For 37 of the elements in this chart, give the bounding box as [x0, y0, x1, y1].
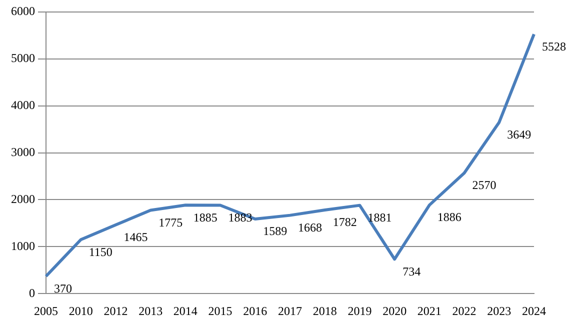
data-label: 1775 [158, 215, 183, 230]
data-label: 1668 [298, 220, 322, 234]
data-label: 5528 [542, 39, 566, 54]
x-tick-label: 2012 [104, 304, 128, 318]
data-label: 1782 [332, 215, 357, 230]
x-tick-label: 2013 [138, 304, 163, 318]
x-tick-label: 2020 [382, 304, 407, 318]
x-tick-label: 2021 [417, 304, 442, 318]
data-label: 1881 [368, 210, 392, 224]
x-tick-label: 2010 [68, 304, 93, 318]
x-tick-label: 2018 [312, 304, 337, 318]
x-tick-label: 2017 [278, 304, 302, 318]
x-tick-label: 2005 [34, 304, 58, 318]
data-label: 1886 [437, 210, 462, 224]
y-tick-label: 4000 [11, 98, 35, 112]
y-tick-label: 3000 [11, 144, 35, 159]
y-tick-label: 1000 [11, 238, 35, 253]
x-tick-label: 2019 [348, 304, 372, 318]
y-tick-label: 5000 [11, 51, 35, 66]
data-label: 1883 [228, 210, 252, 224]
y-tick-label: 2000 [11, 192, 35, 206]
data-label: 1589 [263, 224, 288, 238]
data-label: 1465 [124, 230, 148, 244]
data-label: 734 [402, 264, 421, 278]
data-label: 370 [54, 281, 72, 296]
x-tick-label: 2024 [522, 304, 546, 318]
x-tick-label: 2014 [173, 304, 198, 318]
x-tick-label: 2023 [487, 304, 512, 318]
y-tick-label: 6000 [11, 4, 35, 18]
y-tick-label: 0 [29, 286, 35, 300]
data-label: 2570 [472, 178, 496, 192]
x-tick-label: 2022 [452, 304, 476, 318]
x-tick-label: 2015 [208, 304, 232, 318]
data-label: 3649 [507, 127, 532, 142]
data-label: 1885 [193, 210, 218, 224]
x-tick-label: 2016 [243, 304, 268, 318]
data-label: 1150 [88, 244, 112, 259]
